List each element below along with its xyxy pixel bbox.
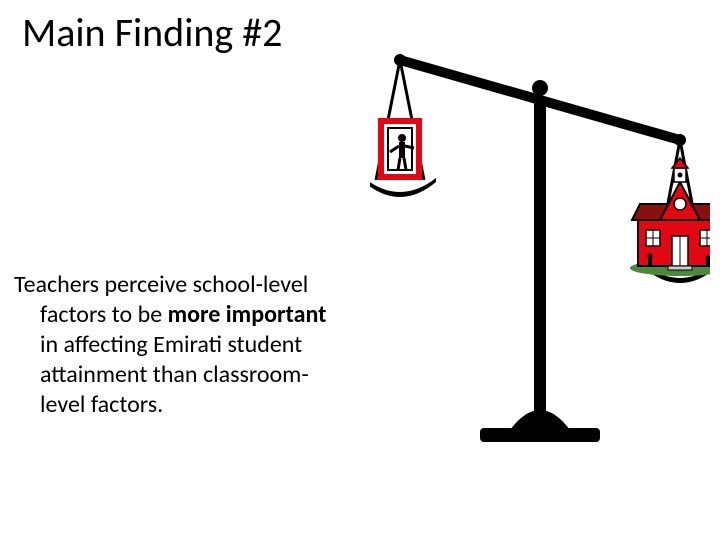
balance-scale-illustration: [370, 30, 710, 450]
body-paragraph: Teachers perceive school-level factors t…: [14, 270, 384, 420]
slide-title: Main Finding #2: [22, 8, 282, 57]
body-line-1: Teachers perceive school-level: [14, 270, 308, 299]
schoolhouse-icon: [630, 158, 710, 276]
body-line-4: attainment than classroom-: [40, 360, 309, 389]
scale-post-icon: [534, 98, 546, 432]
body-line-3: in affecting Emirati student: [40, 330, 302, 359]
classroom-door-icon: [378, 118, 422, 180]
body-line-2b-bold: more important: [168, 300, 327, 329]
body-line-5: level factors.: [40, 390, 163, 419]
body-line-2a: factors to be: [40, 300, 168, 329]
